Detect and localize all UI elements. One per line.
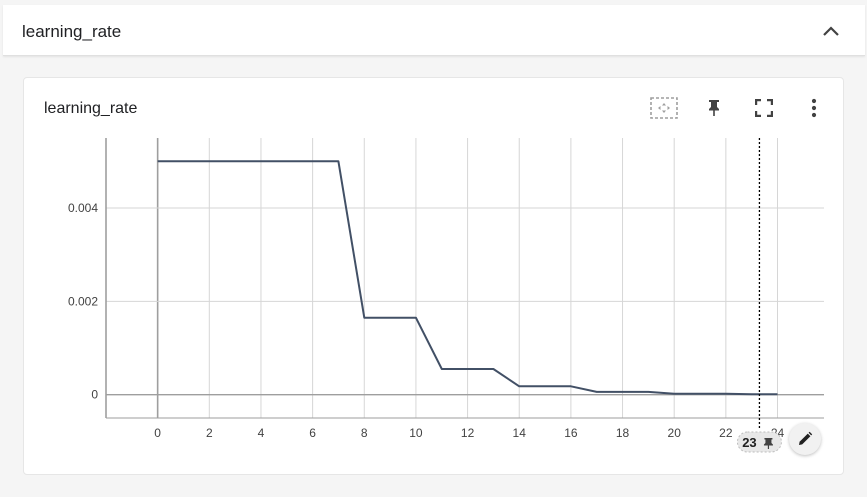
x-tick-label: 6 [309, 426, 316, 440]
edit-pencil-icon [799, 431, 813, 445]
fit-domain-icon [650, 97, 678, 119]
x-tick-label: 14 [513, 426, 527, 440]
x-tick-label: 20 [668, 426, 682, 440]
y-tick-label: 0.004 [68, 201, 98, 215]
series-line [157, 160, 778, 396]
card-title: learning_rate [44, 100, 138, 117]
x-tick-label: 2 [206, 426, 213, 440]
cursor-pin-icon [763, 438, 773, 449]
x-tick-label: 16 [564, 426, 578, 440]
x-tick-label: 10 [409, 426, 423, 440]
fit-domain-button[interactable] [650, 94, 678, 122]
group-header[interactable]: learning_rate [3, 5, 865, 56]
y-tick-label: 0.002 [68, 294, 98, 308]
x-tick-label: 12 [461, 426, 475, 440]
chart-card: learning_rate [23, 77, 844, 475]
y-tick-label: 0 [91, 388, 98, 402]
step-cursor-badge [736, 431, 782, 453]
more-vert-icon [811, 98, 817, 118]
pin-button[interactable] [700, 94, 728, 122]
group-title: learning_rate [22, 22, 122, 41]
more-options-button[interactable] [800, 94, 828, 122]
x-tick-label: 0 [154, 426, 161, 440]
fullscreen-button[interactable] [750, 94, 778, 122]
x-tick-label: 18 [616, 426, 630, 440]
x-tick-label: 4 [258, 426, 265, 440]
collapse-button[interactable] [817, 17, 845, 45]
x-tick-label: 8 [361, 426, 368, 440]
pin-icon [709, 100, 719, 116]
chevron-up-icon [823, 26, 839, 36]
edit-button[interactable] [789, 423, 821, 455]
x-tick-label: 22 [719, 426, 733, 440]
step-cursor-label: 23 [742, 435, 756, 450]
fullscreen-icon [755, 99, 773, 117]
